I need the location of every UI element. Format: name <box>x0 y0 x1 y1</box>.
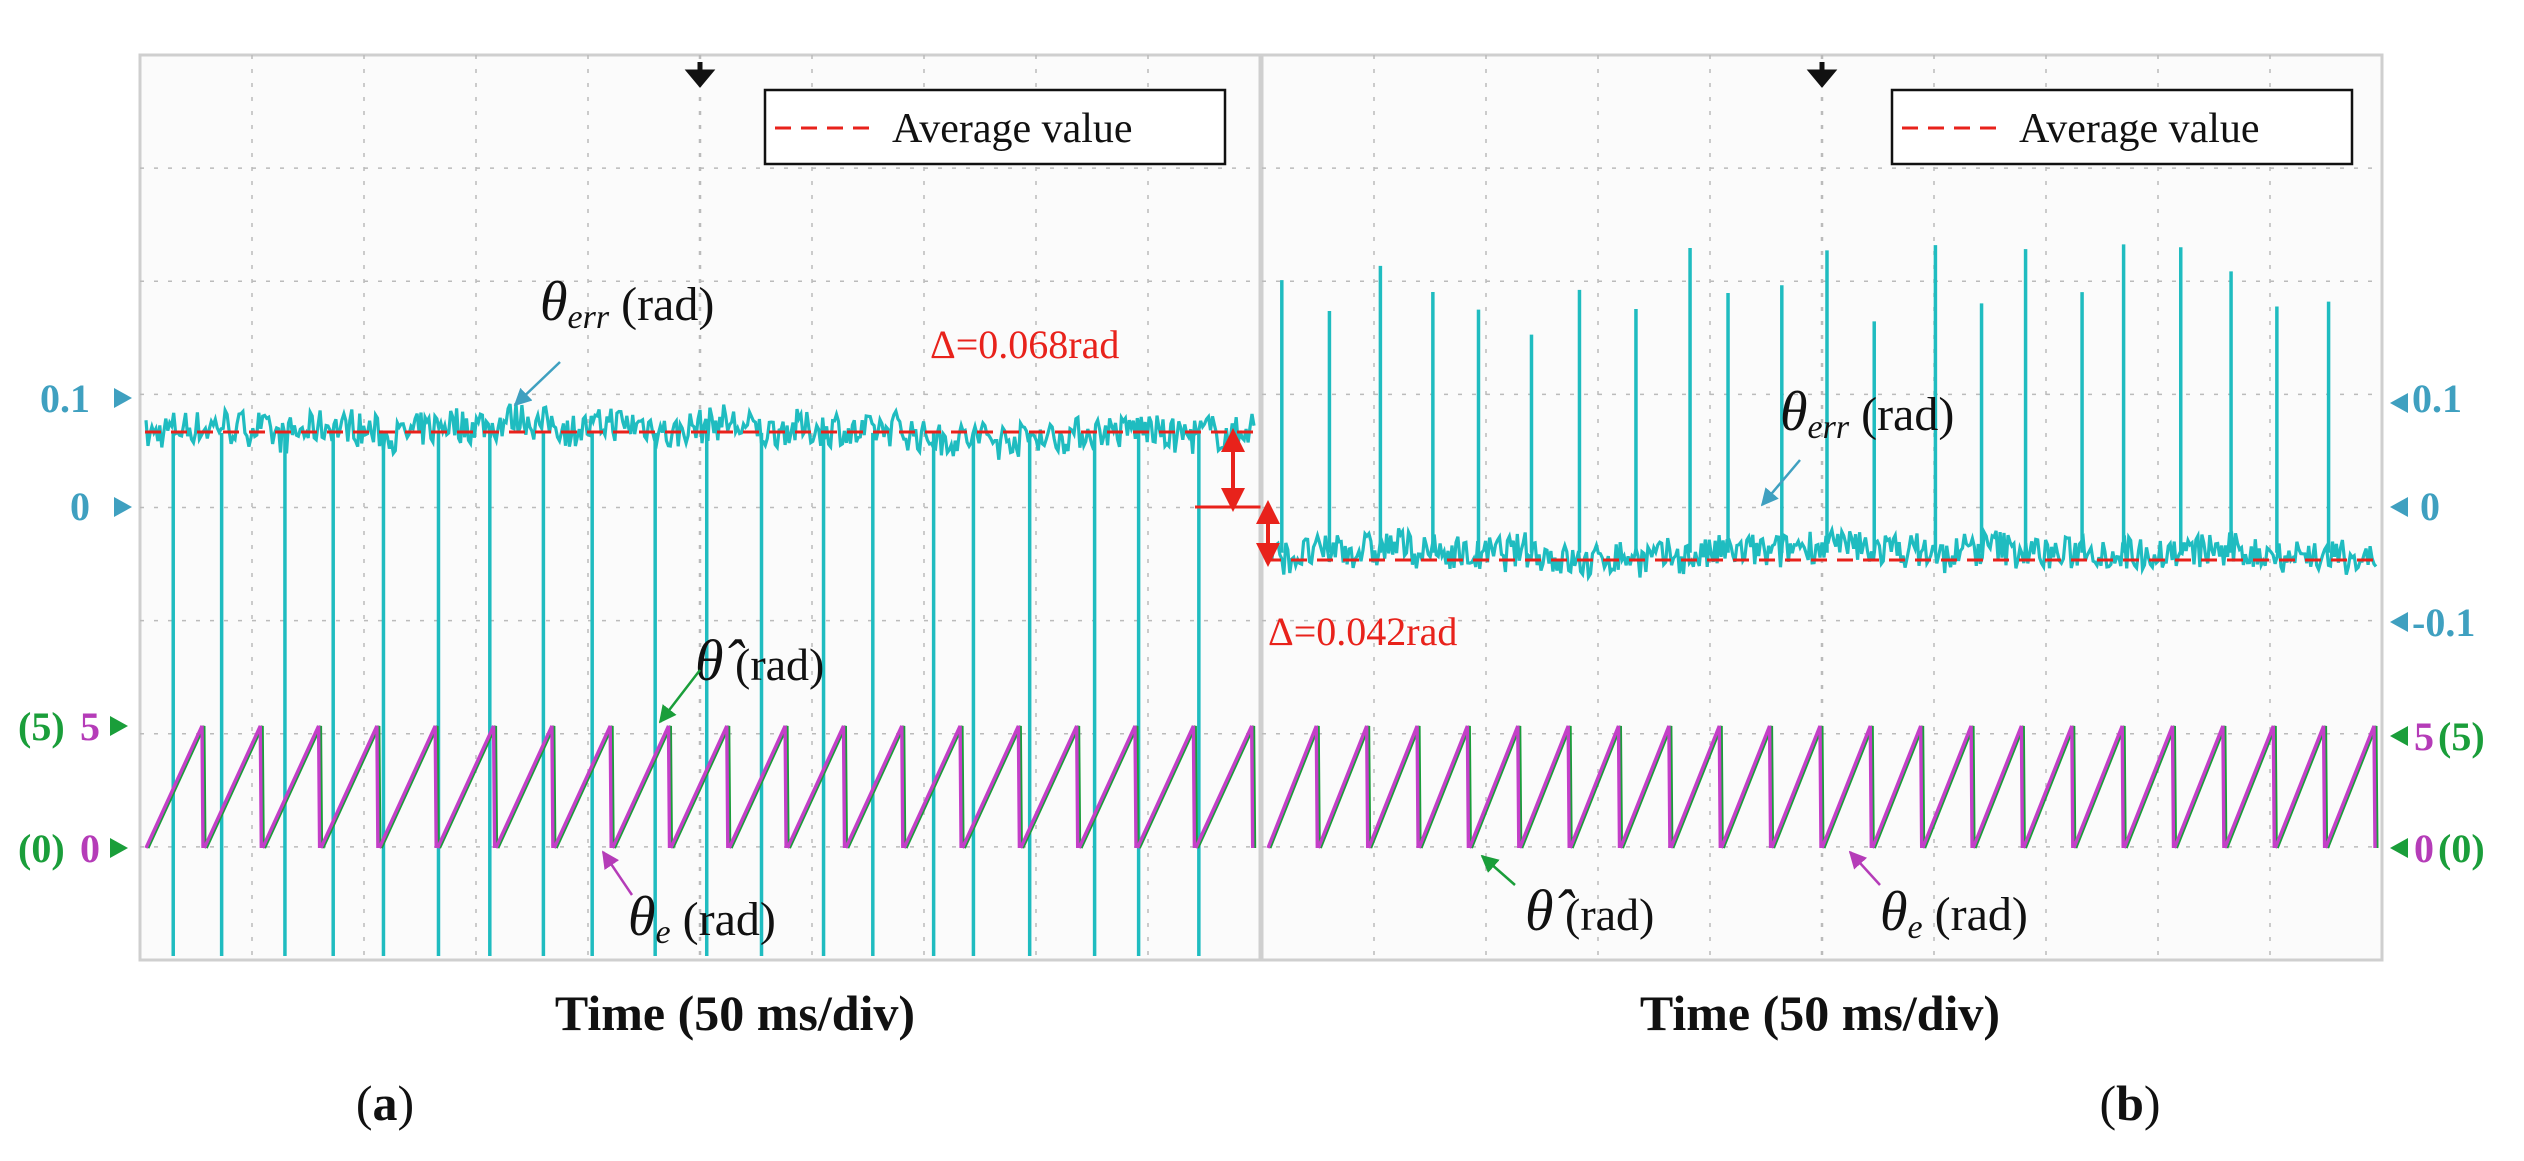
panel-b-series <box>1266 244 2379 849</box>
err-label-b-sub: err <box>1808 409 1850 446</box>
tick-err-zero-arrow-b <box>2390 497 2408 517</box>
tick-saw-zero-arrow-b <box>2390 838 2408 858</box>
panel-label-a: (a) <box>356 1075 414 1131</box>
tick-saw-zero-mag-a: 0 <box>80 826 100 871</box>
delta-label-b: Δ=0.042rad <box>1268 609 1457 654</box>
e-arrow-a <box>601 850 634 896</box>
tick-err-bottom-arrow-b <box>2390 612 2408 632</box>
panel-b: Average value θerr (rad) Δ=0.042rad θ̂ (… <box>1256 53 2485 1131</box>
panel-label-a-open: ( <box>356 1075 373 1131</box>
e-label-a: θe (rad) <box>628 886 776 951</box>
theta-hat-sawtooth <box>146 725 1257 849</box>
err-trace-line <box>144 402 1256 460</box>
e-label-a-symbol: θ <box>628 886 656 948</box>
err-trace-line <box>1266 524 2378 583</box>
tick-saw-zero-mag-b: 0 <box>2414 826 2434 871</box>
e-arrow-b <box>1848 850 1881 886</box>
tick-err-zero-a: 0 <box>70 484 90 529</box>
tick-saw-top-green-a: (5) <box>18 704 65 749</box>
err-label-b-unit: (rad) <box>1849 388 1954 441</box>
panel-label-b-close: ) <box>2144 1075 2161 1131</box>
err-label-a-sub: err <box>568 299 610 336</box>
tick-err-zero-b: 0 <box>2420 484 2440 529</box>
right-ticks-b: 0.1 0 -0.1 5 (5) 0 (0) <box>2390 376 2485 871</box>
e-label-b-unit: (rad) <box>1923 888 2028 941</box>
xlabel-b: Time (50 ms/div) <box>1640 985 2000 1041</box>
panel-a-grid <box>140 55 1260 960</box>
tick-err-top-arrow <box>114 388 132 408</box>
tick-err-top-b: 0.1 <box>2412 376 2462 421</box>
tick-err-bottom-b: -0.1 <box>2412 600 2475 645</box>
err-label-b: θerr (rad) <box>1780 381 1954 446</box>
tick-saw-top-arrow-b <box>2390 726 2408 746</box>
e-label-a-unit: (rad) <box>671 893 776 946</box>
e-label-b-symbol: θ <box>1880 881 1908 943</box>
xlabel-a: Time (50 ms/div) <box>555 985 915 1041</box>
panel-a-series <box>144 402 1257 956</box>
panel-label-b: (b) <box>2099 1075 2160 1131</box>
legend-a: Average value <box>763 88 1227 166</box>
hat-arrow-b <box>1480 854 1516 886</box>
tick-saw-zero-arrow <box>110 838 128 858</box>
hat-label-a-unit: (rad) <box>724 639 825 690</box>
tick-saw-top-mag-b: 5 <box>2414 714 2434 759</box>
tick-err-top-a: 0.1 <box>40 376 90 421</box>
trigger-marker-b <box>1806 62 1838 88</box>
e-label-b: θe (rad) <box>1880 881 2028 946</box>
err-label-b-symbol: θ <box>1780 381 1808 443</box>
panel-label-a-letter: a <box>373 1075 398 1131</box>
trigger-marker-a <box>684 62 716 88</box>
tick-err-zero-arrow <box>114 497 132 517</box>
panel-label-b-letter: b <box>2116 1075 2144 1131</box>
delta-label-a: Δ=0.068rad <box>930 322 1119 367</box>
tick-saw-zero-green-a: (0) <box>18 826 65 871</box>
hat-label-a: θ̂ (rad) <box>695 628 824 693</box>
theta-e-sawtooth <box>1266 725 2377 849</box>
tick-err-top-arrow-b <box>2390 393 2408 413</box>
panel-a: Average value θerr (rad) Δ=0.068rad θ̂ (… <box>18 53 1318 1131</box>
legend-b: Average value <box>1890 88 2354 166</box>
tick-saw-top-arrow <box>110 716 128 736</box>
err-label-a-unit: (rad) <box>609 278 714 331</box>
err-label-a: θerr (rad) <box>540 271 714 336</box>
e-label-a-sub: e <box>656 914 671 951</box>
hat-arrow-a <box>658 669 701 724</box>
panel-label-b-open: ( <box>2099 1075 2116 1131</box>
left-ticks-a: 0.1 0 (5) 5 (0) 0 <box>18 376 132 871</box>
tick-saw-top-green-b: (5) <box>2438 714 2485 759</box>
legend-a-label: Average value <box>892 106 1133 152</box>
err-label-a-symbol: θ <box>540 271 568 333</box>
tick-saw-zero-green-b: (0) <box>2438 826 2485 871</box>
theta-hat-sawtooth <box>1268 725 2379 849</box>
err-arrow-a <box>513 361 561 407</box>
panel-label-a-close: ) <box>398 1075 415 1131</box>
hat-label-b-unit: (rad) <box>1554 889 1655 940</box>
e-label-b-sub: e <box>1908 909 1923 946</box>
hat-label-b: θ̂ (rad) <box>1525 878 1654 943</box>
legend-b-label: Average value <box>2019 106 2260 152</box>
theta-e-sawtooth <box>144 725 1255 849</box>
tick-saw-top-mag-a: 5 <box>80 704 100 749</box>
err-arrow-b <box>1760 459 1801 507</box>
